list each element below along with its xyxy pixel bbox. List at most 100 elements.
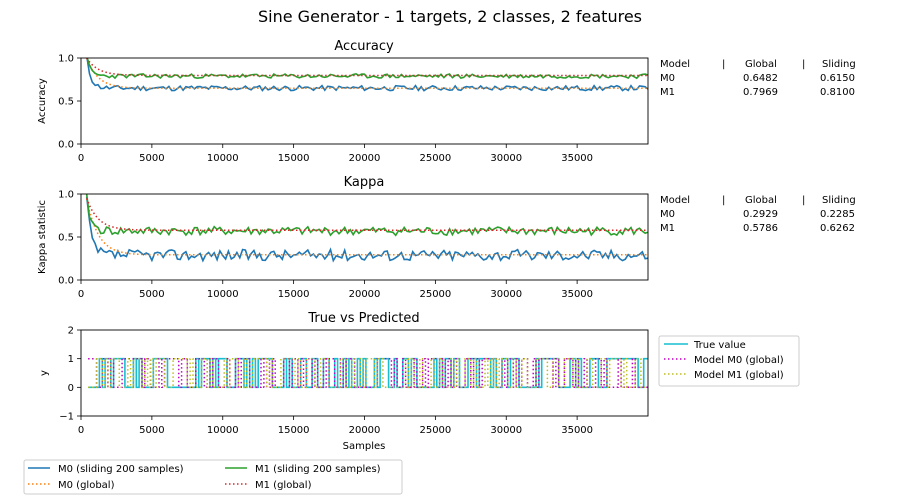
prediction-legend-box <box>658 335 800 387</box>
series-line-m0-sliding-200-samples <box>85 196 648 263</box>
legend-m1-sliding-label: M1 (sliding 200 samples) <box>255 464 381 475</box>
accuracy-panel: Accuracy Accuracy 0 5000 10000 15000 20000 25… <box>37 39 856 164</box>
x-tick-label: 10000 <box>207 153 239 164</box>
x-tick-label: 30000 <box>490 289 522 300</box>
y-tick-label: 0.5 <box>58 233 74 244</box>
series-line-m0-global <box>86 58 648 90</box>
y-tick-label: −1 <box>59 412 74 423</box>
legend-m0-sliding-label: M0 (sliding 200 samples) <box>58 464 184 475</box>
kappa-header-sep1: | <box>722 195 725 206</box>
x-tick-label: 15000 <box>278 153 310 164</box>
axes-frame <box>80 193 649 281</box>
acc-row-m1-global: 0.7969 <box>743 87 778 98</box>
kappa-row-m0-sliding: 0.2285 <box>820 209 855 220</box>
accuracy-ylabel: Accuracy <box>37 78 48 124</box>
series-group <box>88 357 648 389</box>
legend-true-value-label: True value <box>693 340 746 351</box>
x-tick-label: 10000 <box>207 289 239 300</box>
series-line-m1-global <box>86 58 648 77</box>
x-tick-label: 0 <box>78 153 84 164</box>
legend-model-m1-label: Model M1 (global) <box>694 370 784 381</box>
acc-row-m0-global: 0.6482 <box>743 73 778 84</box>
x-tick-label: 35000 <box>561 289 593 300</box>
acc-row-m1-model: M1 <box>660 87 675 98</box>
series-group <box>85 194 648 263</box>
accuracy-stats-table: Model | Global | Sliding M0 0.6482 0.615… <box>660 59 856 98</box>
x-tick-label: 5000 <box>139 289 164 300</box>
series-line-m1-sliding-200-samples <box>86 58 648 80</box>
accuracy-title: Accuracy <box>334 39 394 54</box>
y-tick-label: 0.5 <box>58 97 74 108</box>
kappa-stats-table: Model | Global | Sliding M0 0.2929 0.228… <box>660 195 856 234</box>
kappa-row-m1-global: 0.5786 <box>743 223 778 234</box>
y-tick-label: 0 <box>68 383 74 394</box>
x-tick-label: 10000 <box>207 425 239 436</box>
series-line-m0-sliding-200-samples <box>86 58 648 92</box>
x-tick-label: 15000 <box>278 425 310 436</box>
acc-row-m0-model: M0 <box>660 73 675 84</box>
kappa-ylabel: Kappa statistic <box>37 200 48 274</box>
x-tick-label: 30000 <box>490 153 522 164</box>
acc-header-global: Global <box>745 59 777 70</box>
prediction-xlabel: Samples <box>343 441 386 452</box>
series-group <box>86 58 648 92</box>
acc-header-sep1: | <box>722 59 725 70</box>
x-tick-label: 20000 <box>349 153 381 164</box>
axes-frame <box>80 329 649 417</box>
acc-header-model: Model <box>660 59 690 70</box>
y-tick-label: 0.0 <box>58 140 74 151</box>
kappa-plot-area: 0 5000 10000 15000 20000 25000 30000 35000 0.0 0.… <box>58 190 649 300</box>
kappa-row-m1-model: M1 <box>660 223 675 234</box>
acc-row-m0-sliding: 0.6150 <box>820 73 855 84</box>
x-tick-label: 30000 <box>490 425 522 436</box>
x-tick-label: 0 <box>78 425 84 436</box>
legend-model-m0-label: Model M0 (global) <box>694 355 784 366</box>
x-tick-label: 5000 <box>139 425 164 436</box>
series-line-m1-sliding-200-samples <box>85 194 648 237</box>
prediction-legend: True value Model M0 (global) Model M1 (g… <box>658 335 800 387</box>
prediction-panel: True vs Predicted y Samples 0 5000 10000 15… <box>39 311 800 452</box>
x-tick-label: 20000 <box>349 425 381 436</box>
kappa-panel: Kappa Kappa statistic 0 5000 10000 15000 200… <box>37 175 856 300</box>
acc-row-m1-sliding: 0.8100 <box>820 87 855 98</box>
kappa-row-m0-model: M0 <box>660 209 675 220</box>
y-tick-label: 2 <box>68 326 74 337</box>
y-tick-label: 0.0 <box>58 276 74 287</box>
prediction-plot-area: 0 5000 10000 15000 20000 25000 30000 35000 −1 0 1 2 <box>59 326 649 436</box>
series-line-m1-global <box>86 198 648 231</box>
kappa-header-global: Global <box>745 195 777 206</box>
axes-frame <box>80 57 649 145</box>
series-line-m0-global <box>85 198 648 256</box>
kappa-row-m0-global: 0.2929 <box>743 209 778 220</box>
figure-title: Sine Generator - 1 targets, 2 classes, 2… <box>258 7 642 26</box>
x-tick-label: 20000 <box>349 289 381 300</box>
acc-header-sep2: | <box>802 59 805 70</box>
accuracy-plot-area: 0 5000 10000 15000 20000 25000 30000 35000 0.0 0.… <box>58 54 649 164</box>
x-tick-label: 35000 <box>561 425 593 436</box>
kappa-title: Kappa <box>344 175 385 190</box>
bottom-legend: M0 (sliding 200 samples) M0 (global) M1 … <box>23 459 403 495</box>
kappa-header-sep2: | <box>802 195 805 206</box>
x-tick-label: 25000 <box>419 153 451 164</box>
prediction-title: True vs Predicted <box>307 311 419 326</box>
kappa-header-model: Model <box>660 195 690 206</box>
series-line-model-m0-global <box>88 357 648 389</box>
x-tick-label: 25000 <box>419 289 451 300</box>
x-tick-label: 5000 <box>139 153 164 164</box>
kappa-row-m1-sliding: 0.6262 <box>820 223 855 234</box>
prediction-ylabel: y <box>39 370 50 376</box>
series-line-model-m1-global <box>88 357 648 389</box>
x-tick-label: 15000 <box>278 289 310 300</box>
legend-m0-global-label: M0 (global) <box>58 480 115 491</box>
x-tick-label: 25000 <box>419 425 451 436</box>
legend-m1-global-label: M1 (global) <box>255 480 312 491</box>
y-tick-label: 1.0 <box>58 190 74 201</box>
acc-header-sliding: Sliding <box>822 59 856 70</box>
bottom-legend-box <box>23 459 403 495</box>
x-tick-label: 35000 <box>561 153 593 164</box>
kappa-header-sliding: Sliding <box>822 195 856 206</box>
y-tick-label: 1 <box>68 354 74 365</box>
x-tick-label: 0 <box>78 289 84 300</box>
y-tick-label: 1.0 <box>58 54 74 65</box>
